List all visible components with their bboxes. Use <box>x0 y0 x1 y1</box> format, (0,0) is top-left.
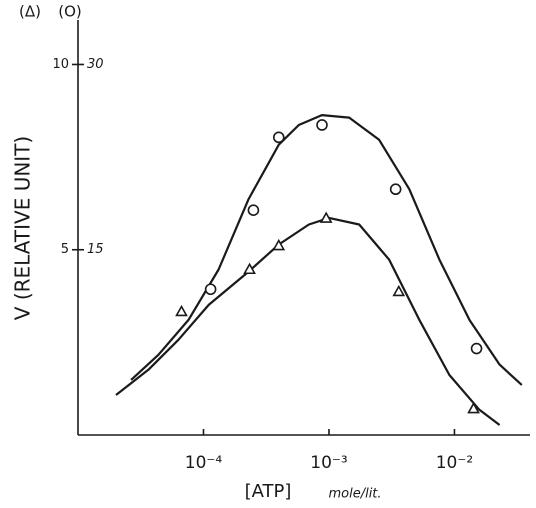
fit-curve <box>130 114 523 386</box>
y-axis-label: V (RELATIVE UNIT) <box>11 136 35 320</box>
y2-tick-label: 30 <box>87 57 104 72</box>
x-tick-label: 10⁻⁴ <box>185 453 223 473</box>
x-axis-unit: mole/lit. <box>328 487 381 502</box>
y-axis-symbol: (Δ) <box>19 3 41 21</box>
triangle-point <box>392 284 406 297</box>
triangle-point <box>319 211 333 223</box>
circle-point <box>204 283 217 296</box>
x-tick-label: 10⁻³ <box>310 453 347 473</box>
fit-curve <box>115 216 501 426</box>
circle-point <box>316 119 328 131</box>
y2-axis-symbol: (O) <box>58 3 82 21</box>
triangle-point <box>175 304 188 317</box>
x-axis-label: [ATP] <box>245 481 292 502</box>
x-tick-label: 10⁻² <box>436 453 473 473</box>
triangle-point <box>467 401 480 414</box>
y-tick-label: 5 <box>61 242 69 257</box>
triangle-point <box>272 238 286 251</box>
circle-point <box>247 204 260 217</box>
circle-point <box>470 342 483 355</box>
y2-tick-label: 15 <box>87 242 104 257</box>
y-tick-label: 10 <box>52 57 69 72</box>
triangle-point <box>243 262 256 275</box>
circle-point <box>272 131 285 144</box>
circle-point <box>389 183 402 196</box>
